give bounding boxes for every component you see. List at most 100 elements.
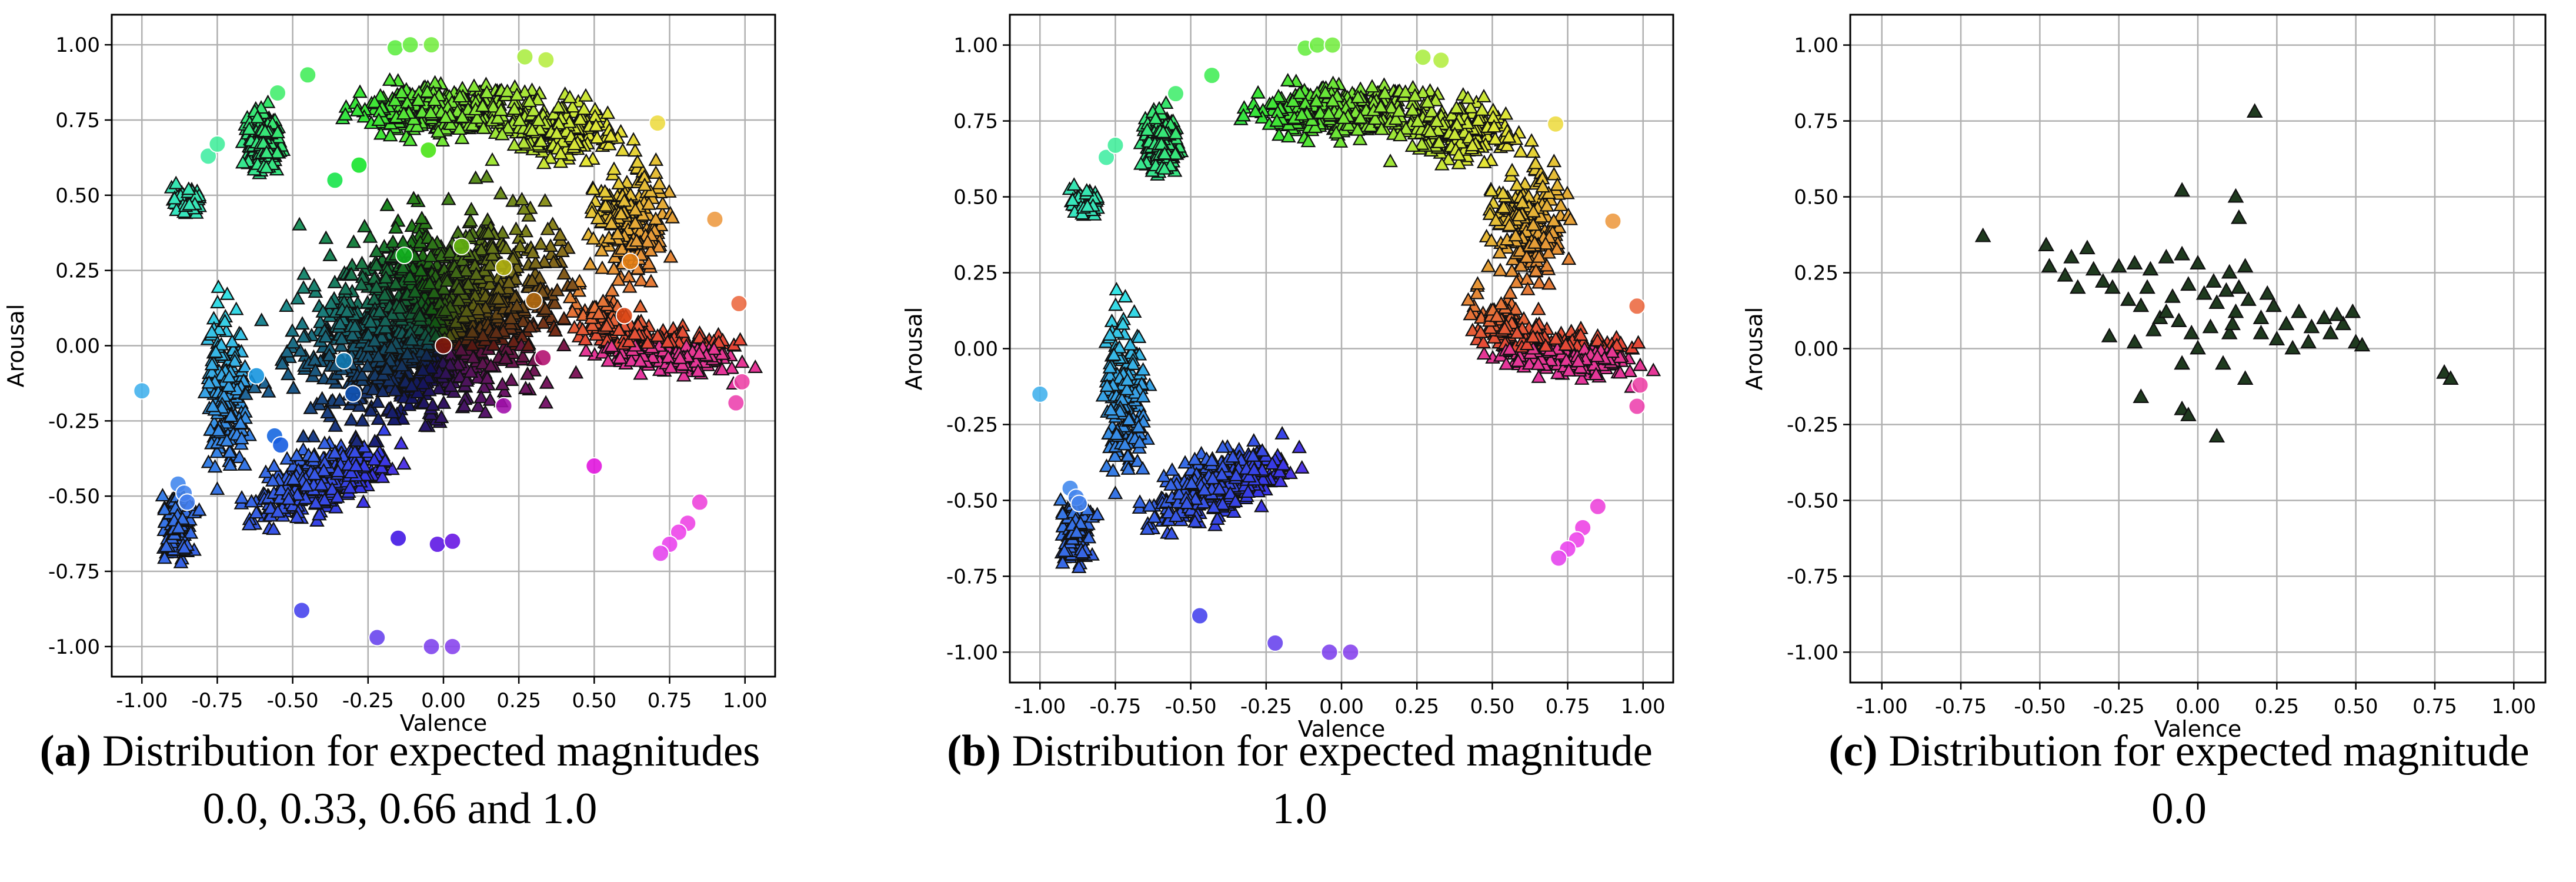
y-axis-label: Arousal — [3, 304, 29, 388]
sample-marker — [495, 377, 510, 391]
sample-marker — [473, 242, 489, 256]
y-tick-label: 0.25 — [55, 259, 100, 283]
sample-marker — [549, 125, 565, 139]
sample-marker — [451, 292, 466, 307]
sample-marker — [412, 308, 428, 322]
sample-marker — [562, 289, 578, 304]
sample-marker — [211, 279, 226, 293]
sample-marker — [338, 281, 353, 295]
sample-marker — [652, 175, 667, 189]
sample-marker — [506, 137, 522, 151]
sample-marker — [442, 357, 458, 371]
sample-marker — [323, 295, 339, 309]
sample-marker — [330, 464, 346, 478]
sample-marker — [311, 507, 327, 521]
sample-marker — [590, 211, 606, 225]
sample-marker — [324, 481, 340, 495]
sample-marker — [285, 323, 300, 337]
sample-marker — [556, 266, 572, 280]
sample-marker — [338, 106, 353, 121]
sample-marker — [452, 369, 468, 383]
sample-marker — [378, 269, 394, 284]
sample-marker — [332, 392, 348, 406]
sample-marker — [641, 196, 657, 210]
sample-marker — [655, 196, 670, 210]
sample-marker — [613, 206, 629, 220]
expected-position-marker — [395, 247, 413, 265]
sample-marker — [509, 298, 525, 312]
sample-marker — [506, 334, 522, 348]
sample-marker — [562, 89, 578, 104]
sample-marker — [260, 94, 276, 108]
sample-marker — [575, 321, 590, 335]
sample-marker — [468, 170, 483, 184]
sample-marker — [470, 302, 486, 316]
sample-marker — [426, 92, 442, 106]
expected-position-marker — [368, 628, 386, 647]
sample-marker — [270, 504, 286, 518]
sample-marker — [281, 367, 296, 381]
sample-marker — [399, 346, 415, 360]
sample-marker — [476, 120, 491, 134]
sample-marker — [641, 255, 656, 269]
sample-marker — [157, 550, 172, 564]
sample-marker — [205, 398, 221, 412]
sample-marker — [176, 540, 192, 554]
sample-marker — [348, 458, 364, 472]
sample-marker — [290, 291, 305, 305]
sample-marker — [714, 362, 730, 376]
sample-marker — [296, 329, 312, 343]
sample-marker — [295, 428, 311, 442]
expected-position-marker — [615, 307, 633, 325]
sample-marker — [1168, 125, 1183, 139]
expected-position-marker — [452, 237, 471, 255]
sample-marker — [175, 511, 191, 525]
sample-marker — [538, 395, 553, 409]
sample-marker — [339, 304, 355, 318]
sample-marker — [572, 111, 588, 125]
sample-marker — [495, 127, 510, 141]
sample-marker — [334, 331, 349, 345]
sample-marker — [227, 353, 243, 367]
sample-marker — [633, 272, 649, 287]
sample-marker — [455, 109, 470, 123]
sample-marker — [233, 431, 249, 445]
sample-marker — [377, 287, 392, 301]
x-tick-label: 1.00 — [723, 689, 768, 713]
sample-marker — [427, 314, 443, 328]
sample-marker — [1156, 161, 1172, 175]
expected-position-marker — [443, 637, 462, 655]
sample-marker — [355, 367, 370, 381]
sample-marker — [454, 130, 470, 144]
sample-marker — [530, 92, 545, 106]
sample-marker — [329, 489, 345, 503]
sample-marker — [253, 312, 269, 327]
sample-marker — [493, 185, 509, 199]
sample-marker — [246, 380, 262, 394]
sample-marker — [219, 286, 235, 300]
sample-marker — [382, 128, 398, 142]
chart-a: -1.001.00-0.750.75-0.500.50-0.250.250.00… — [3, 14, 776, 736]
sample-marker — [378, 452, 393, 467]
sample-marker — [241, 517, 257, 531]
sample-marker — [197, 384, 213, 398]
sample-marker — [395, 234, 411, 248]
sample-marker — [453, 342, 469, 356]
sample-marker — [410, 384, 425, 398]
sample-marker — [621, 334, 637, 348]
sample-marker — [643, 274, 659, 288]
sample-marker — [724, 360, 740, 374]
sample-marker — [318, 230, 334, 244]
sample-marker — [423, 105, 439, 119]
sample-marker — [322, 247, 338, 261]
sample-marker — [468, 267, 484, 281]
sample-marker — [675, 357, 690, 371]
sample-marker — [482, 257, 498, 271]
sample-marker — [404, 378, 419, 392]
sample-marker — [259, 145, 275, 159]
sample-marker — [204, 357, 220, 371]
sample-marker — [243, 494, 259, 508]
sample-marker — [217, 314, 233, 327]
sample-marker — [463, 213, 478, 227]
sample-marker — [346, 234, 362, 248]
